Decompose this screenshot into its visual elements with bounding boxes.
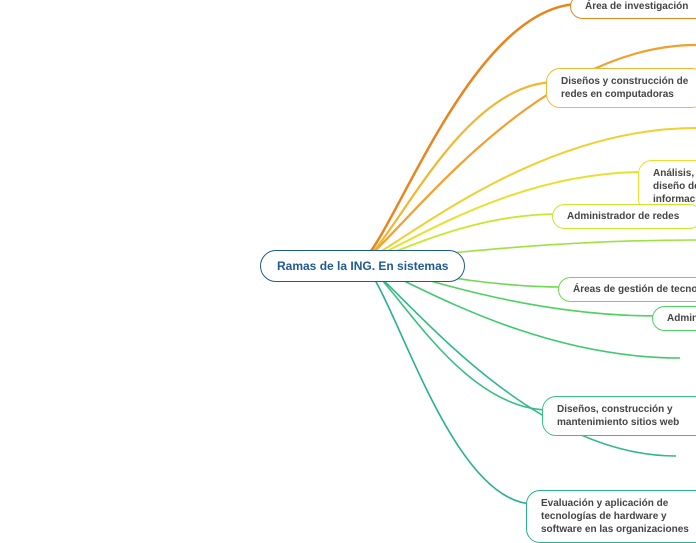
branch-node-disenos-redes[interactable]: Diseños y construcción de redes en compu… <box>546 68 696 108</box>
branch-curve-evaluacion <box>360 262 534 504</box>
branch-node-area-investigacion[interactable]: Área de investigación <box>570 0 696 19</box>
branch-node-administ[interactable]: Administración <box>652 306 696 331</box>
branch-node-areas-gestion[interactable]: Áreas de gestión de tecnología <box>558 277 696 302</box>
center-node[interactable]: Ramas de la ING. En sistemas <box>260 250 465 282</box>
branch-node-sitios-web[interactable]: Diseños, construcción y mantenimiento si… <box>542 396 696 436</box>
branch-node-admin-redes[interactable]: Administrador de redes <box>552 204 696 229</box>
branch-node-evaluacion[interactable]: Evaluación y aplicación de tecnologías d… <box>526 490 696 543</box>
